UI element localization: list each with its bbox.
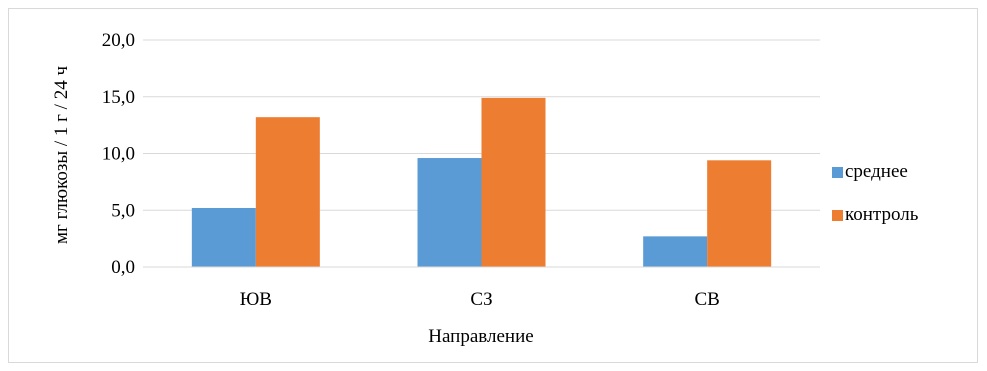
y-tick-label: 0,0 (111, 257, 135, 278)
x-axis-title: Направление (428, 326, 533, 347)
y-tick-label: 5,0 (111, 200, 135, 221)
x-axis-ticks: ЮВ СЗ СВ (240, 289, 720, 310)
legend-swatch (832, 167, 843, 178)
y-tick-label: 10,0 (102, 144, 135, 165)
bars (143, 97, 820, 268)
y-tick-label: 15,0 (102, 87, 135, 108)
bar-среднее-ЮВ (191, 207, 256, 267)
legend-label: среднее (845, 161, 908, 182)
legend-label: контроль (845, 204, 919, 225)
y-axis-ticks: 0,0 5,0 10,0 15,0 20,0 (102, 30, 135, 278)
x-tick-label: СЗ (470, 289, 492, 310)
x-tick-label: СВ (694, 289, 719, 310)
y-axis-title: мг глюкозы / 1 г / 24 ч (51, 66, 72, 244)
y-tick-label: 20,0 (102, 30, 135, 51)
bar-контроль-СВ (707, 160, 772, 267)
x-tick-label: ЮВ (240, 289, 272, 310)
bar-среднее-СВ (643, 236, 708, 267)
bar-контроль-ЮВ (255, 117, 320, 268)
legend-swatch (832, 210, 843, 221)
bar-среднее-СЗ (417, 158, 482, 267)
legend: среднее контроль (832, 161, 919, 225)
bar-контроль-СЗ (481, 97, 546, 267)
